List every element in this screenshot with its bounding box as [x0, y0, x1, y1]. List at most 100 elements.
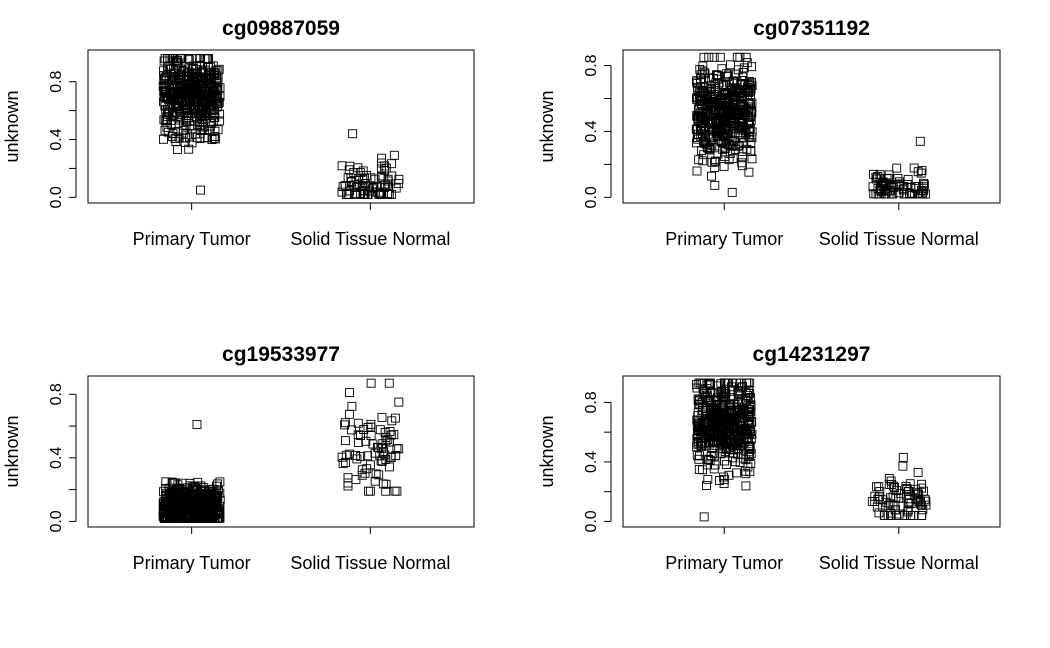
data-point: [174, 483, 184, 493]
y-tick-label: 0.0: [48, 186, 65, 208]
data-point: [160, 125, 170, 135]
data-point: [905, 188, 914, 198]
data-point: [743, 378, 753, 388]
data-point: [744, 132, 754, 142]
data-point: [206, 513, 216, 523]
data-point: [377, 158, 387, 168]
data-point: [387, 189, 397, 199]
data-point: [734, 386, 744, 396]
data-point: [366, 419, 376, 429]
data-point: [351, 451, 361, 460]
data-point: [747, 154, 757, 164]
x-tick-label: Solid Tissue Normal: [819, 553, 979, 573]
data-point: [733, 85, 743, 95]
data-point: [719, 472, 729, 482]
data-point: [163, 507, 173, 517]
data-point: [206, 72, 216, 82]
data-point: [743, 419, 753, 429]
data-point: [374, 470, 384, 480]
data-point: [356, 452, 366, 462]
data-point: [698, 406, 708, 415]
data-point: [714, 78, 724, 88]
data-point: [177, 54, 187, 64]
data-point: [718, 144, 728, 154]
data-point: [392, 486, 402, 496]
data-point: [347, 401, 357, 411]
x-tick-label: Primary Tumor: [665, 553, 783, 573]
data-point: [694, 378, 704, 388]
data-point: [910, 182, 920, 192]
data-point: [387, 159, 397, 169]
data-point: [746, 99, 756, 109]
data-point: [698, 156, 708, 166]
data-point: [177, 97, 187, 107]
data-point: [345, 161, 355, 171]
data-point: [365, 460, 375, 470]
data-point: [735, 52, 745, 62]
data-point: [345, 186, 355, 196]
data-point: [872, 502, 882, 512]
data-point: [188, 72, 197, 82]
data-point: [340, 420, 350, 430]
data-point: [719, 161, 729, 171]
data-point: [706, 119, 716, 129]
data-point: [741, 52, 751, 62]
data-point: [394, 397, 404, 407]
data-point: [919, 180, 929, 190]
data-point: [747, 62, 757, 72]
data-point: [729, 76, 739, 86]
data-point: [387, 171, 397, 181]
data-point: [381, 432, 391, 442]
data-point: [738, 79, 747, 88]
data-point: [213, 513, 223, 523]
data-point: [894, 509, 904, 519]
data-point: [168, 129, 178, 139]
data-point: [213, 99, 223, 108]
data-point: [898, 461, 908, 471]
data-point: [353, 418, 363, 428]
data-point: [365, 486, 375, 496]
data-point: [359, 189, 369, 199]
x-tick-label: Solid Tissue Normal: [290, 553, 450, 573]
data-point: [700, 412, 710, 422]
data-point: [192, 133, 202, 143]
data-point: [698, 465, 707, 475]
data-point: [880, 179, 890, 189]
data-point: [708, 125, 717, 135]
data-point: [721, 460, 731, 470]
data-point: [175, 76, 185, 85]
data-point: [883, 500, 893, 510]
data-point: [192, 113, 202, 123]
data-point: [196, 185, 205, 195]
data-point: [380, 161, 390, 171]
data-point: [209, 89, 219, 98]
data-point: [732, 79, 742, 89]
data-point: [376, 164, 386, 174]
data-point: [739, 137, 749, 147]
data-point: [894, 181, 904, 191]
data-point: [710, 163, 720, 172]
data-point: [197, 115, 207, 124]
data-point: [703, 111, 713, 121]
data-point: [880, 511, 890, 520]
data-point: [710, 460, 720, 470]
data-point: [898, 452, 908, 462]
data-point: [919, 178, 928, 188]
data-point: [212, 495, 222, 505]
data-point: [358, 166, 368, 176]
data-point: [719, 415, 729, 425]
data-point: [169, 500, 178, 510]
data-point: [175, 115, 185, 125]
panel-cg19533977: cg19533977 unknown 0.0 0.4 0.8 Primary Tumor S…: [2, 343, 475, 573]
data-point: [340, 436, 350, 446]
data-point: [699, 512, 709, 522]
data-point: [917, 511, 927, 520]
data-point: [161, 72, 171, 82]
data-point: [705, 455, 715, 465]
data-point: [894, 188, 904, 198]
data-point: [712, 427, 722, 437]
data-point: [899, 189, 909, 199]
data-point: [213, 506, 222, 516]
data-point: [884, 173, 893, 183]
data-point: [693, 411, 703, 420]
